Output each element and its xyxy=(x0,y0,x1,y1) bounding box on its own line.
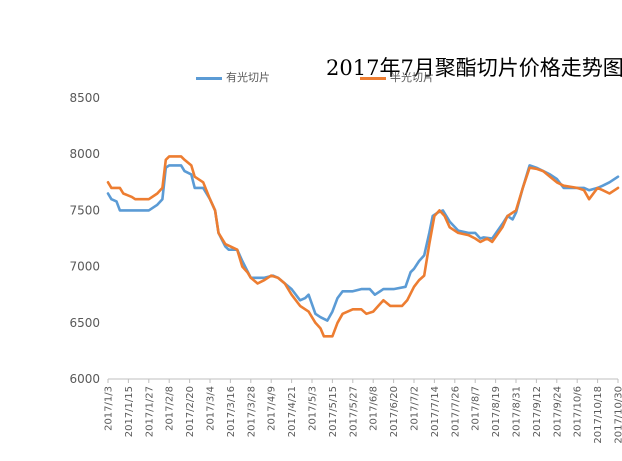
x-tick-label: 2017/10/30 xyxy=(614,386,622,444)
x-tick-label: 2017/2/20 xyxy=(185,386,196,437)
x-tick-label: 2017/3/4 xyxy=(206,386,217,431)
x-tick-label: 2017/6/20 xyxy=(389,386,400,437)
chart-title: 2017年7月聚酯切片价格走势图 xyxy=(326,56,622,80)
x-axis: 2017/1/3 2017/1/15 2017/1/27 2017/2/8 2017/2… xyxy=(104,378,622,444)
y-tick-label: 7000 xyxy=(69,260,100,274)
x-tick-label: 2017/1/27 xyxy=(144,386,155,437)
x-tick-label: 2017/9/24 xyxy=(552,386,563,437)
y-tick-label: 7500 xyxy=(69,203,100,217)
x-tick-label: 2017/9/12 xyxy=(532,386,543,437)
x-tick-label: 2017/4/21 xyxy=(287,386,298,437)
x-tick-label: 2017/10/18 xyxy=(593,386,604,444)
x-tick-label: 2017/2/8 xyxy=(165,386,176,431)
x-tick-label: 2017/8/7 xyxy=(471,386,482,431)
legend-swatch-series-1 xyxy=(360,76,386,80)
series-layer xyxy=(106,155,620,338)
y-tick-label: 6000 xyxy=(69,372,100,386)
series-line-1 xyxy=(106,155,620,338)
legend-item-series-0: 有光切片 xyxy=(196,69,270,85)
x-tick-label: 2017/4/9 xyxy=(267,386,278,431)
x-tick-label: 2017/1/3 xyxy=(104,386,115,431)
x-tick-label: 2017/5/3 xyxy=(308,386,319,431)
y-axis: 6000 6500 7000 7500 8000 8500 xyxy=(69,91,100,386)
x-tick-label: 2017/7/26 xyxy=(450,386,461,437)
legend-label-series-0: 有光切片 xyxy=(226,71,270,84)
x-tick-label: 2017/6/8 xyxy=(369,386,380,431)
x-tick-label: 2017/8/31 xyxy=(512,386,523,437)
legend-label-series-1: 半光切片 xyxy=(390,71,434,84)
x-tick-label: 2017/8/19 xyxy=(491,386,502,437)
x-tick-label: 2017/7/2 xyxy=(410,386,421,431)
y-tick-label: 8500 xyxy=(69,91,100,105)
legend-swatch-series-0 xyxy=(196,76,222,80)
x-tick-label: 2017/1/15 xyxy=(124,386,135,437)
x-tick-label: 2017/3/16 xyxy=(226,386,237,437)
y-tick-label: 8000 xyxy=(69,147,100,161)
x-tick-label: 2017/10/6 xyxy=(573,386,584,437)
y-tick-label: 6500 xyxy=(69,316,100,330)
x-tick-label: 2017/5/27 xyxy=(348,386,359,437)
legend-item-series-1: 半光切片 xyxy=(360,69,434,85)
x-tick-label: 2017/7/14 xyxy=(430,386,441,437)
x-tick-label: 2017/3/28 xyxy=(246,386,257,437)
x-tick-label: 2017/5/15 xyxy=(328,386,339,437)
